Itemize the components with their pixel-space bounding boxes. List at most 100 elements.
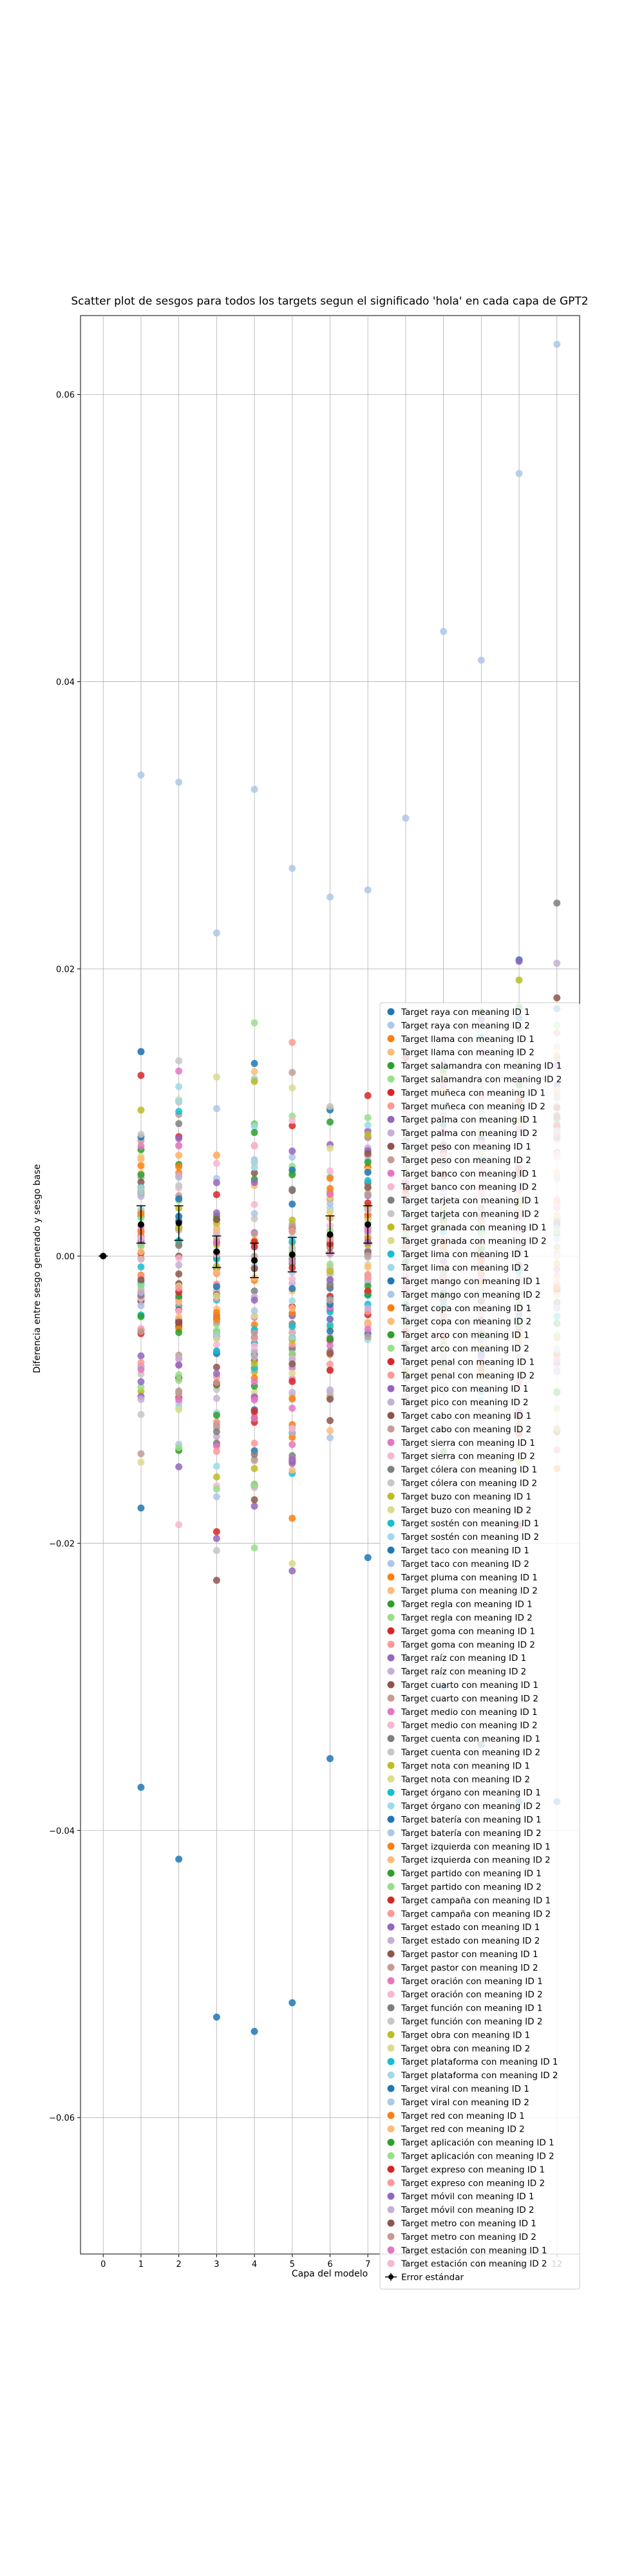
data-point — [175, 1083, 183, 1090]
legend-label: Target sostén con meaning ID 2 — [401, 1532, 539, 1542]
data-point — [175, 1172, 183, 1180]
data-point — [137, 771, 145, 779]
legend-marker — [387, 2058, 395, 2065]
data-point — [289, 1227, 296, 1235]
data-point — [175, 1163, 183, 1171]
data-point — [364, 1252, 372, 1260]
legend-label: Target batería con meaning ID 1 — [401, 1815, 542, 1825]
data-point — [289, 1395, 296, 1403]
legend-label: Target función con meaning ID 1 — [401, 2003, 542, 2014]
data-point — [175, 1097, 183, 1105]
legend-marker — [387, 1870, 395, 1877]
legend-marker — [387, 2219, 395, 2227]
data-point — [137, 1352, 145, 1359]
legend-marker — [387, 1533, 395, 1540]
data-point — [251, 1329, 258, 1337]
data-point — [175, 1120, 183, 1128]
x-tick-label: 7 — [365, 2260, 370, 2269]
data-point — [251, 1544, 258, 1552]
legend-marker — [387, 1802, 395, 1810]
legend-label: Target sostén con meaning ID 1 — [401, 1519, 539, 1529]
data-point — [137, 1171, 145, 1179]
legend-marker — [387, 2018, 395, 2025]
data-point — [251, 1164, 258, 1171]
x-tick-label: 1 — [138, 2260, 144, 2269]
legend-marker — [387, 1991, 395, 1998]
legend-marker — [387, 1385, 395, 1392]
data-point — [289, 1515, 296, 1522]
legend-marker — [387, 1439, 395, 1446]
data-point — [289, 1217, 296, 1224]
legend-label: Target peso con meaning ID 1 — [401, 1142, 531, 1152]
legend-marker — [387, 1412, 395, 1419]
data-point — [251, 1502, 258, 1510]
data-point — [175, 1108, 183, 1115]
data-point — [137, 1178, 145, 1186]
legend-label: Target izquierda con meaning ID 1 — [401, 1842, 551, 1852]
legend-marker — [387, 1304, 395, 1312]
legend-marker — [387, 1614, 395, 1621]
data-point — [137, 1248, 145, 1256]
data-point — [364, 1273, 372, 1281]
data-point — [137, 1410, 145, 1418]
data-point — [213, 1341, 220, 1349]
legend-marker — [387, 1775, 395, 1783]
data-point — [289, 1153, 296, 1161]
chart-title: Scatter plot de sesgos para todos los ta… — [71, 295, 588, 308]
data-point — [251, 1408, 258, 1416]
legend-label: Target estado con meaning ID 2 — [401, 1936, 540, 1946]
legend-label: Target cabo con meaning ID 2 — [401, 1425, 531, 1435]
legend-label: Target pico con meaning ID 2 — [401, 1397, 529, 1408]
data-point — [251, 1200, 258, 1208]
data-point — [251, 1388, 258, 1396]
legend-marker — [387, 1358, 395, 1365]
data-point — [289, 1388, 296, 1396]
data-point — [175, 1135, 183, 1142]
legend-label: Target sierra con meaning ID 2 — [401, 1452, 535, 1462]
legend-marker — [387, 1318, 395, 1325]
data-point — [327, 1250, 334, 1258]
data-point — [327, 1174, 334, 1182]
legend-marker — [387, 1264, 395, 1271]
data-point — [402, 814, 410, 822]
data-point — [213, 1073, 220, 1081]
legend-marker — [387, 1909, 395, 1917]
data-point — [289, 1350, 296, 1358]
data-point — [175, 1371, 183, 1379]
data-point — [327, 1316, 334, 1323]
data-point — [327, 1296, 334, 1304]
data-point — [137, 1302, 145, 1309]
data-point — [213, 1370, 220, 1378]
legend-label: Target banco con meaning ID 1 — [401, 1169, 537, 1179]
data-point — [289, 1147, 296, 1155]
legend-label: Target salamandra con meaning ID 1 — [401, 1061, 562, 1072]
data-point — [213, 1309, 220, 1316]
legend-label: Target regla con meaning ID 2 — [401, 1613, 533, 1624]
data-point — [137, 1162, 145, 1170]
legend-label: Target pico con meaning ID 1 — [401, 1384, 529, 1394]
data-point — [213, 1463, 220, 1470]
data-point — [175, 1067, 183, 1075]
data-point — [327, 1144, 334, 1152]
data-point — [327, 1208, 334, 1216]
legend-marker — [387, 1102, 395, 1110]
legend-label: Target viral con meaning ID 2 — [401, 2098, 529, 2108]
data-point — [213, 1315, 220, 1323]
data-point — [364, 1304, 372, 1312]
data-point — [364, 1168, 372, 1176]
data-point — [251, 1209, 258, 1217]
data-point — [251, 1347, 258, 1355]
data-point — [251, 1450, 258, 1458]
legend-label: Target aplicación con meaning ID 1 — [401, 2138, 554, 2148]
legend-label: Target izquierda con meaning ID 2 — [401, 1855, 551, 1866]
legend-label: Target red con meaning ID 1 — [401, 2111, 525, 2121]
data-point — [364, 1113, 372, 1121]
data-point — [213, 1347, 220, 1355]
data-point — [289, 1122, 296, 1130]
data-point — [213, 929, 220, 937]
error-bar-mean — [289, 1251, 296, 1258]
data-point — [289, 1441, 296, 1448]
data-point — [364, 1264, 372, 1271]
legend-marker — [387, 1170, 395, 1177]
data-point — [251, 1059, 258, 1067]
